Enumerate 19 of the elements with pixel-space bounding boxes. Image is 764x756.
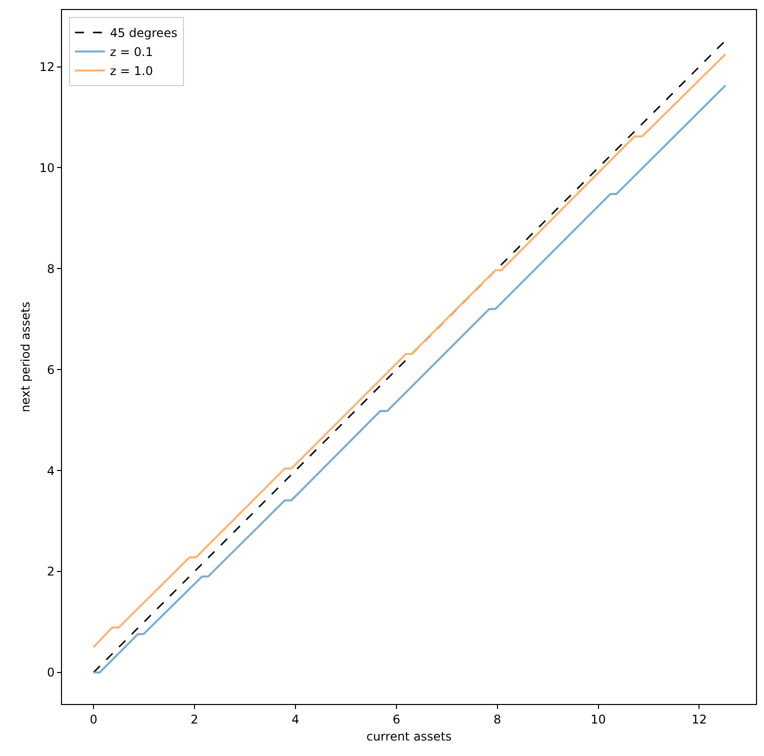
legend-label: z = 1.0 [110,64,154,78]
x-axis-title: current assets [366,729,452,744]
x-tick-label: 0 [90,712,98,726]
legend-label: z = 0.1 [110,45,154,60]
x-tick-label: 12 [692,712,707,726]
y-tick-label: 12 [39,60,55,74]
y-tick-label: 4 [46,464,55,478]
x-tick-label: 10 [590,712,606,726]
x-tick-label: 6 [392,712,400,726]
x-tick-label: 4 [292,712,300,726]
legend-label: 45 degrees [110,26,178,40]
y-tick-label: 2 [46,564,55,579]
y-tick-label: 0 [46,666,55,680]
x-tick-label: 8 [494,712,502,726]
y-axis-title: next period assets [18,302,33,412]
y-tick-label: 6 [46,362,55,377]
y-tick-label: 10 [39,160,55,175]
x-tick-label: 2 [190,712,198,726]
y-tick-label: 8 [46,262,55,276]
